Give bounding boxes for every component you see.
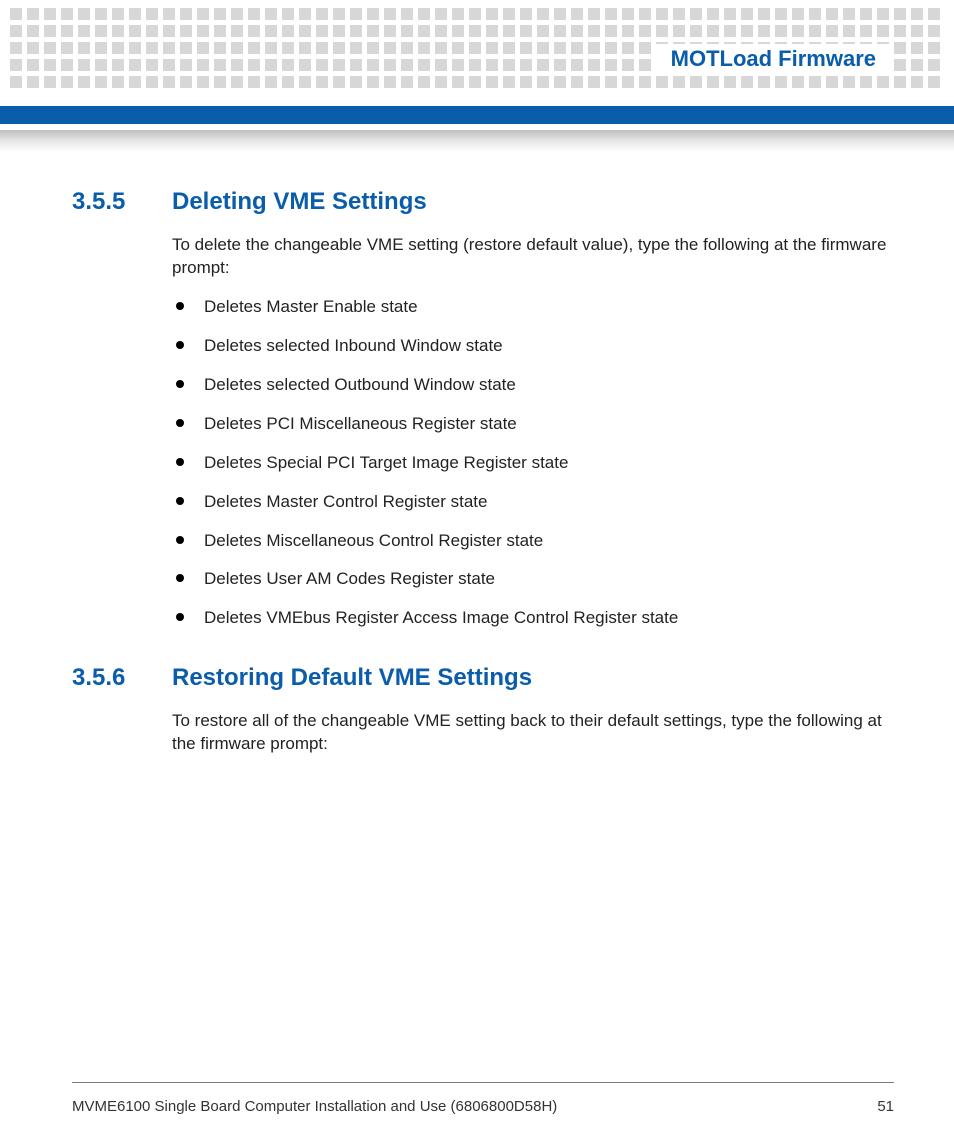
bullet-text: Deletes Miscellaneous Control Register s… [204,530,894,553]
section-heading: 3.5.6 Restoring Default VME Settings [72,664,894,692]
section-intro: To restore all of the changeable VME set… [172,710,894,756]
bullet-list: Deletes Master Enable state Deletes selec… [172,296,894,630]
bullet-text: Deletes selected Outbound Window state [204,374,894,397]
footer-page-number: 51 [877,1098,894,1115]
section-number: 3.5.5 [72,188,172,216]
section-heading: 3.5.5 Deleting VME Settings [72,188,894,216]
list-item: Deletes selected Inbound Window state [172,335,894,358]
bullet-text: Deletes VMEbus Register Access Image Con… [204,607,894,630]
section-restoring-vme: 3.5.6 Restoring Default VME Settings To … [72,664,894,756]
bullet-text: Deletes Special PCI Target Image Registe… [204,452,894,475]
section-body: To delete the changeable VME setting (re… [172,234,894,630]
bullet-text: Deletes Master Control Register state [204,491,894,514]
header-title: MOTLoad Firmware [671,46,876,71]
footer-doc-title: MVME6100 Single Board Computer Installat… [72,1098,557,1115]
section-body: To restore all of the changeable VME set… [172,710,894,756]
list-item: Deletes VMEbus Register Access Image Con… [172,607,894,630]
section-title: Deleting VME Settings [172,188,427,216]
bullet-text: Deletes User AM Codes Register state [204,568,894,591]
section-intro: To delete the changeable VME setting (re… [172,234,894,280]
list-item: Deletes Master Control Register state [172,491,894,514]
bullet-text: Deletes Master Enable state [204,296,894,319]
section-deleting-vme: 3.5.5 Deleting VME Settings To delete th… [72,188,894,630]
list-item: Deletes Special PCI Target Image Registe… [172,452,894,475]
section-title: Restoring Default VME Settings [172,664,532,692]
bullet-text: Deletes selected Inbound Window state [204,335,894,358]
section-number: 3.5.6 [72,664,172,692]
footer-rule [72,1082,894,1083]
list-item: Deletes User AM Codes Register state [172,568,894,591]
header-title-container: MOTLoad Firmware [653,44,894,74]
list-item: Deletes Master Enable state [172,296,894,319]
list-item: Deletes PCI Miscellaneous Register state [172,413,894,436]
list-item: Deletes Miscellaneous Control Register s… [172,530,894,553]
header-blue-bar [0,106,954,124]
bullet-text: Deletes PCI Miscellaneous Register state [204,413,894,436]
page-footer: MVME6100 Single Board Computer Installat… [72,1098,894,1115]
list-item: Deletes selected Outbound Window state [172,374,894,397]
header-gradient-bar [0,130,954,152]
page-content: 3.5.5 Deleting VME Settings To delete th… [72,188,894,770]
